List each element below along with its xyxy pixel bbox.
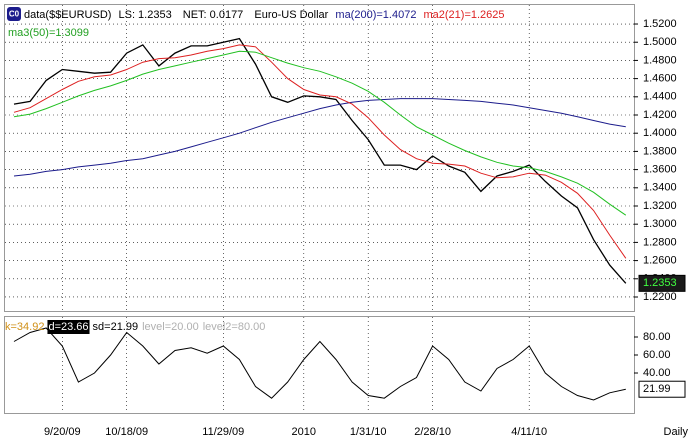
y-tick-label: 1.3200 — [643, 200, 677, 212]
y-tick-label: 40.00 — [643, 367, 671, 379]
series-line — [13, 327, 626, 401]
annotation: level2=80.00 — [203, 321, 266, 333]
legend-entry: ma2(21)=1.2625 — [424, 9, 505, 21]
series-line — [13, 98, 626, 177]
x-tick-label: 1/31/10 — [350, 426, 387, 438]
x-tick-label: 2010 — [292, 426, 316, 438]
last-value-label: 21.99 — [643, 383, 671, 395]
x-tick-label: 11/29/09 — [202, 426, 244, 438]
header: data($$EURUSD) LS: 1.2353 NET: 0.0177 Eu… — [24, 9, 505, 21]
y-tick-label: 80.00 — [643, 331, 671, 343]
y-tick-label: 1.3600 — [643, 164, 677, 176]
y-tick-label: 1.2600 — [643, 254, 677, 266]
legend-entry: sd=21.99 — [93, 321, 139, 333]
oscillator-legend: k=34.92 d=23.66 sd=21.99 level=20.00 level2=… — [5, 320, 265, 334]
x-tick-label: 9/20/09 — [44, 426, 81, 438]
legend-entry: data($$EURUSD) — [24, 9, 111, 21]
series-line — [13, 50, 627, 216]
last-value-box — [638, 274, 686, 292]
last-value-box — [638, 380, 686, 398]
periodicity: Daily — [664, 426, 689, 438]
y-tick-label: 1.3000 — [643, 218, 677, 230]
chart-icon — [7, 7, 21, 21]
series-line — [13, 44, 627, 259]
x-tick-label: 2/28/10 — [414, 426, 451, 438]
annotation: LS: 1.2353 — [118, 9, 171, 21]
annotation: k=34.92 — [5, 321, 44, 333]
x-tick-label: 4/11/10 — [511, 426, 547, 438]
annotation: level=20.00 — [142, 321, 199, 333]
y-tick-label: 1.4800 — [643, 54, 677, 66]
y-tick-label: 60.00 — [643, 349, 671, 361]
y-tick-label: 1.2200 — [643, 291, 677, 303]
y-tick-label: 1.2800 — [643, 236, 677, 248]
chart-icon-label: C0 — [9, 10, 20, 19]
legend-entry: ma3(50)=1.3099 — [8, 27, 89, 39]
y-tick-label: 1.3800 — [643, 145, 677, 157]
last-value-label: 1.2353 — [643, 277, 677, 289]
annotation: d=23.66 — [48, 321, 88, 333]
y-tick-label: 1.4400 — [643, 91, 677, 103]
y-tick-label: 1.4600 — [643, 73, 677, 85]
y-tick-label: 1.3400 — [643, 182, 677, 194]
y-tick-label: 1.5200 — [643, 18, 677, 30]
annotation: NET: 0.0177 — [183, 9, 244, 21]
y-tick-label: 1.5000 — [643, 36, 677, 48]
annotation-background — [47, 320, 90, 334]
price-panel — [4, 4, 635, 312]
y-tick-label: 1.4200 — [643, 109, 677, 121]
y-tick-label: 1.4000 — [643, 127, 677, 139]
annotation: Euro-US Dollar — [254, 9, 328, 21]
legend-entry: ma(200)=1.4072 — [335, 9, 416, 21]
x-tick-label: 10/18/09 — [105, 426, 148, 438]
plots: 9/20/09 10/18/09 11/29/09 2010 1/31/10 2/28/1… — [5, 5, 686, 438]
